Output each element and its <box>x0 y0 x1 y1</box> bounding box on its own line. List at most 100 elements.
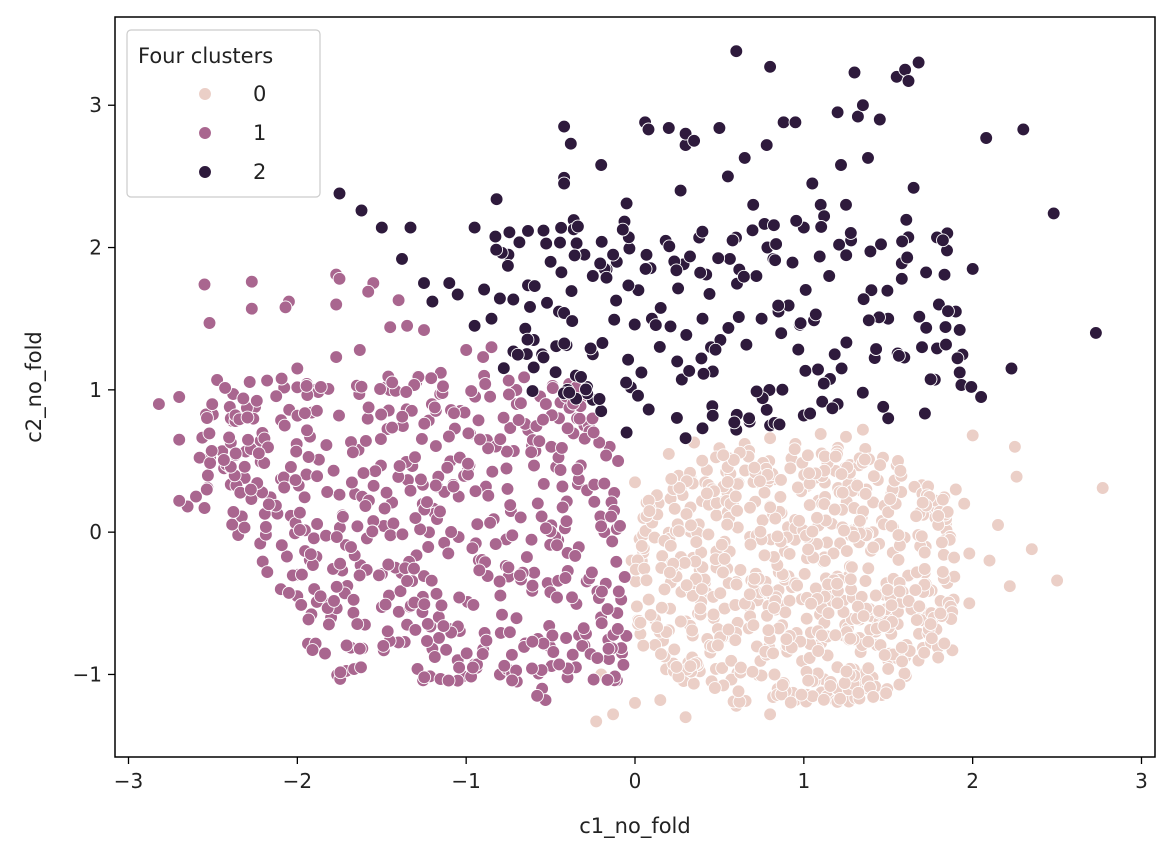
data-point <box>554 220 568 235</box>
data-point <box>937 636 952 651</box>
data-point <box>594 519 608 534</box>
data-point <box>695 311 710 326</box>
data-point <box>843 226 858 240</box>
data-point <box>672 524 686 539</box>
data-point <box>609 293 623 308</box>
data-point <box>497 658 512 673</box>
data-point <box>693 265 708 280</box>
data-point <box>661 121 676 135</box>
data-point <box>557 119 571 134</box>
data-point <box>791 480 805 495</box>
data-point <box>743 537 758 552</box>
data-point <box>937 267 952 282</box>
data-point <box>417 276 431 290</box>
data-point <box>459 343 474 357</box>
data-point <box>336 509 350 524</box>
data-point <box>935 535 949 550</box>
data-point <box>545 381 560 395</box>
data-point <box>720 517 735 532</box>
data-point <box>923 372 938 387</box>
data-point <box>876 399 891 414</box>
data-point <box>530 688 544 703</box>
data-point <box>408 623 423 637</box>
data-point <box>470 517 485 532</box>
data-point <box>894 640 909 655</box>
data-point <box>294 598 309 612</box>
data-point <box>329 530 344 544</box>
data-point <box>683 249 697 264</box>
data-point <box>687 133 701 148</box>
data-point <box>631 388 645 403</box>
data-point <box>783 461 798 476</box>
data-point <box>753 474 767 489</box>
data-point <box>825 401 840 416</box>
data-point <box>408 450 422 465</box>
data-point <box>484 340 499 355</box>
data-point <box>420 617 435 631</box>
data-point <box>408 511 423 525</box>
data-point <box>299 379 314 393</box>
data-point <box>433 504 447 519</box>
data-point <box>493 432 508 447</box>
data-point <box>228 446 243 461</box>
data-point <box>716 448 731 463</box>
data-point <box>957 496 972 511</box>
data-point <box>378 597 393 612</box>
data-point <box>465 541 480 556</box>
series-0 <box>589 422 1110 729</box>
data-point <box>574 370 588 384</box>
data-point <box>759 402 774 417</box>
data-point <box>731 310 746 324</box>
data-point <box>277 418 292 433</box>
data-point <box>901 74 916 88</box>
data-point <box>424 371 439 386</box>
data-point <box>476 350 490 364</box>
data-point <box>526 360 541 375</box>
data-point <box>565 590 579 605</box>
data-point <box>1095 481 1110 495</box>
y-axis: −1 0 1 2 3 <box>73 93 115 686</box>
data-point <box>554 265 569 280</box>
data-point <box>383 320 398 335</box>
data-point <box>874 237 888 252</box>
data-point <box>613 519 627 533</box>
data-point <box>652 340 667 354</box>
data-point <box>743 500 757 515</box>
data-point <box>650 620 664 635</box>
data-point <box>663 565 677 580</box>
data-point <box>868 588 883 603</box>
data-point <box>919 320 934 335</box>
data-point <box>199 482 214 497</box>
data-point <box>678 710 693 725</box>
data-point <box>720 475 735 489</box>
data-point <box>763 500 778 515</box>
data-point <box>571 219 585 234</box>
legend-marker <box>198 165 212 179</box>
data-point <box>615 222 630 237</box>
data-point <box>906 180 921 195</box>
data-point <box>769 237 783 251</box>
data-point <box>678 431 693 446</box>
data-point <box>686 676 701 691</box>
data-point <box>706 607 721 622</box>
data-point <box>572 411 587 426</box>
x-tick-label: 3 <box>1135 769 1148 793</box>
data-point <box>773 490 788 504</box>
data-point <box>759 138 774 152</box>
data-point <box>428 478 443 493</box>
data-point <box>724 653 739 668</box>
data-point <box>683 659 698 674</box>
data-point <box>630 599 644 614</box>
data-point <box>557 176 571 191</box>
data-point <box>654 647 668 661</box>
data-point <box>653 693 668 707</box>
data-point <box>489 242 504 257</box>
data-point <box>801 673 816 688</box>
data-point <box>711 251 726 266</box>
data-point <box>240 410 255 425</box>
data-point <box>427 400 442 415</box>
data-point <box>917 545 932 560</box>
data-point <box>475 647 490 661</box>
data-point <box>774 326 789 341</box>
y-tick-label: 1 <box>89 378 102 402</box>
